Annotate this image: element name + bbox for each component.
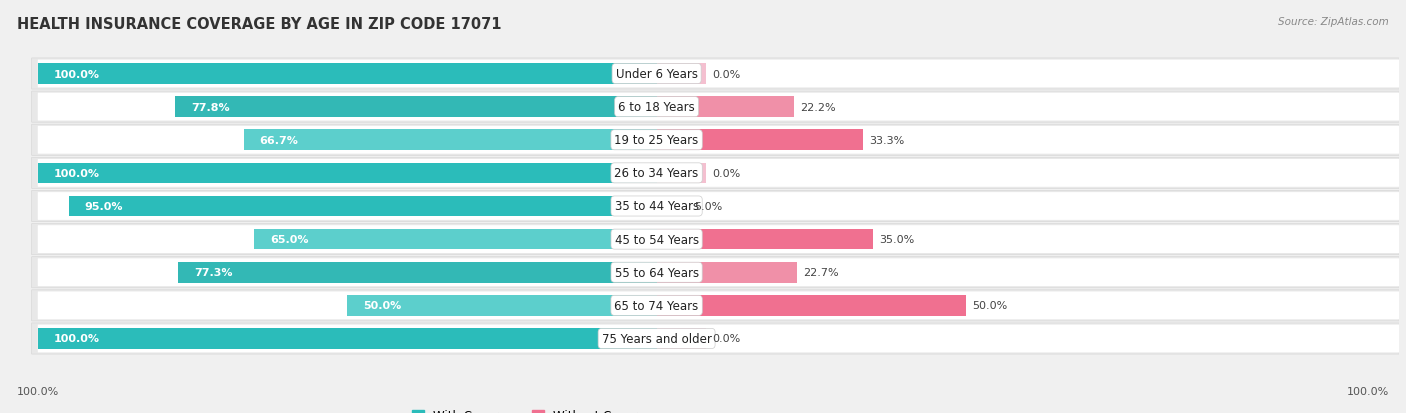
Text: Under 6 Years: Under 6 Years bbox=[616, 68, 697, 81]
Bar bbox=[657, 262, 797, 283]
Bar bbox=[657, 97, 794, 118]
Bar bbox=[69, 196, 657, 217]
Bar bbox=[38, 64, 657, 85]
FancyBboxPatch shape bbox=[38, 159, 1399, 188]
Bar bbox=[657, 196, 688, 217]
Bar bbox=[254, 229, 657, 250]
Text: 77.8%: 77.8% bbox=[191, 102, 229, 112]
FancyBboxPatch shape bbox=[38, 192, 1399, 221]
Text: 5.0%: 5.0% bbox=[693, 202, 721, 211]
FancyBboxPatch shape bbox=[31, 224, 1399, 255]
Bar bbox=[38, 328, 657, 349]
Bar bbox=[38, 163, 657, 184]
Text: 65 to 74 Years: 65 to 74 Years bbox=[614, 299, 699, 312]
Text: Source: ZipAtlas.com: Source: ZipAtlas.com bbox=[1278, 17, 1389, 26]
Bar bbox=[657, 130, 863, 151]
Text: 0.0%: 0.0% bbox=[713, 169, 741, 178]
Text: 33.3%: 33.3% bbox=[869, 135, 904, 145]
Text: 100.0%: 100.0% bbox=[53, 169, 100, 178]
FancyBboxPatch shape bbox=[38, 292, 1399, 320]
Text: 65.0%: 65.0% bbox=[270, 235, 308, 244]
Bar bbox=[176, 97, 657, 118]
FancyBboxPatch shape bbox=[31, 59, 1399, 90]
FancyBboxPatch shape bbox=[31, 125, 1399, 156]
Text: 45 to 54 Years: 45 to 54 Years bbox=[614, 233, 699, 246]
FancyBboxPatch shape bbox=[38, 60, 1399, 88]
Bar bbox=[657, 229, 873, 250]
Text: HEALTH INSURANCE COVERAGE BY AGE IN ZIP CODE 17071: HEALTH INSURANCE COVERAGE BY AGE IN ZIP … bbox=[17, 17, 502, 31]
Text: 0.0%: 0.0% bbox=[713, 334, 741, 344]
Text: 35.0%: 35.0% bbox=[879, 235, 914, 244]
Text: 95.0%: 95.0% bbox=[84, 202, 122, 211]
FancyBboxPatch shape bbox=[38, 259, 1399, 287]
Text: 50.0%: 50.0% bbox=[363, 301, 401, 311]
FancyBboxPatch shape bbox=[31, 191, 1399, 222]
Text: 22.7%: 22.7% bbox=[803, 268, 839, 278]
Text: 19 to 25 Years: 19 to 25 Years bbox=[614, 134, 699, 147]
Text: 75 Years and older: 75 Years and older bbox=[602, 332, 711, 345]
FancyBboxPatch shape bbox=[38, 93, 1399, 121]
Text: 100.0%: 100.0% bbox=[53, 69, 100, 79]
Text: 35 to 44 Years: 35 to 44 Years bbox=[614, 200, 699, 213]
FancyBboxPatch shape bbox=[31, 290, 1399, 321]
Text: 0.0%: 0.0% bbox=[713, 69, 741, 79]
FancyBboxPatch shape bbox=[38, 225, 1399, 254]
FancyBboxPatch shape bbox=[31, 257, 1399, 288]
Text: 100.0%: 100.0% bbox=[1347, 387, 1389, 396]
Bar bbox=[657, 328, 706, 349]
Bar bbox=[179, 262, 657, 283]
Text: 100.0%: 100.0% bbox=[53, 334, 100, 344]
Text: 26 to 34 Years: 26 to 34 Years bbox=[614, 167, 699, 180]
FancyBboxPatch shape bbox=[31, 323, 1399, 354]
Bar bbox=[657, 163, 706, 184]
Legend: With Coverage, Without Coverage: With Coverage, Without Coverage bbox=[406, 404, 665, 413]
Text: 55 to 64 Years: 55 to 64 Years bbox=[614, 266, 699, 279]
FancyBboxPatch shape bbox=[38, 325, 1399, 353]
Text: 50.0%: 50.0% bbox=[972, 301, 1007, 311]
Text: 66.7%: 66.7% bbox=[260, 135, 298, 145]
FancyBboxPatch shape bbox=[31, 158, 1399, 189]
Text: 100.0%: 100.0% bbox=[17, 387, 59, 396]
Text: 77.3%: 77.3% bbox=[194, 268, 232, 278]
Text: 6 to 18 Years: 6 to 18 Years bbox=[619, 101, 695, 114]
FancyBboxPatch shape bbox=[31, 92, 1399, 123]
FancyBboxPatch shape bbox=[38, 126, 1399, 154]
Bar bbox=[245, 130, 657, 151]
Bar bbox=[657, 295, 966, 316]
Bar bbox=[657, 64, 706, 85]
Bar bbox=[347, 295, 657, 316]
Text: 22.2%: 22.2% bbox=[800, 102, 835, 112]
